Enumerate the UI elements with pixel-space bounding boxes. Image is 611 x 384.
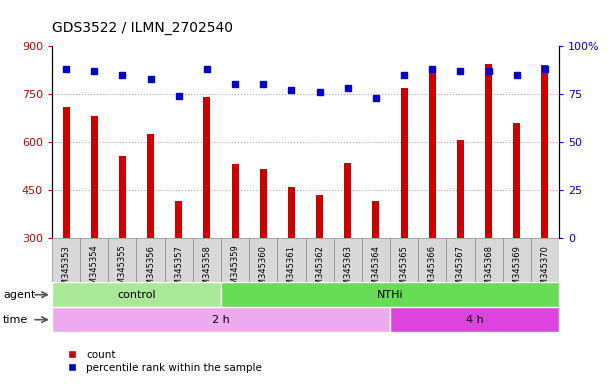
Text: GDS3522 / ILMN_2702540: GDS3522 / ILMN_2702540 [52,21,233,35]
Bar [175,201,182,238]
Text: 4 h: 4 h [466,314,483,325]
Bar [334,238,362,282]
Text: agent: agent [3,290,35,300]
Bar [277,238,306,282]
Text: GSM345354: GSM345354 [90,245,99,295]
Bar [503,238,531,282]
Text: GSM345362: GSM345362 [315,245,324,296]
Text: GSM345368: GSM345368 [484,245,493,296]
Text: GSM345366: GSM345366 [428,245,437,296]
Text: GSM345364: GSM345364 [371,245,381,296]
Text: time: time [3,314,28,325]
Bar [457,141,464,238]
Text: GSM345367: GSM345367 [456,245,465,296]
Bar [531,238,559,282]
Bar [344,163,351,238]
Bar [147,134,154,238]
Bar [513,123,521,238]
Text: GSM345365: GSM345365 [400,245,409,296]
Bar [193,238,221,282]
Bar [136,238,164,282]
Bar [485,64,492,238]
Bar [362,238,390,282]
Bar [52,282,221,307]
Bar [90,116,98,238]
Legend: count, percentile rank within the sample: count, percentile rank within the sample [57,346,266,377]
Bar [418,238,447,282]
Text: GSM345361: GSM345361 [287,245,296,296]
Bar [475,238,503,282]
Bar [80,238,108,282]
Bar [390,238,418,282]
Bar [288,187,295,238]
Text: GSM345369: GSM345369 [512,245,521,296]
Bar [260,169,267,238]
Bar [232,164,238,238]
Bar [373,201,379,238]
Bar [541,65,549,238]
Text: GSM345360: GSM345360 [258,245,268,296]
Text: GSM345356: GSM345356 [146,245,155,296]
Bar [203,97,210,238]
Bar [52,307,390,332]
Bar [390,307,559,332]
Text: GSM345355: GSM345355 [118,245,127,295]
Text: GSM345353: GSM345353 [62,245,70,296]
Bar [164,238,193,282]
Bar [52,238,80,282]
Bar [119,157,126,238]
Bar [429,68,436,238]
Text: GSM345357: GSM345357 [174,245,183,296]
Text: control: control [117,290,156,300]
Bar [62,107,70,238]
Bar [221,282,559,307]
Bar [306,238,334,282]
Text: GSM345359: GSM345359 [230,245,240,295]
Text: NTHi: NTHi [377,290,403,300]
Bar [316,195,323,238]
Bar [221,238,249,282]
Bar [108,238,136,282]
Text: GSM345363: GSM345363 [343,245,353,296]
Bar [401,88,408,238]
Bar [447,238,475,282]
Bar [249,238,277,282]
Text: 2 h: 2 h [212,314,230,325]
Text: GSM345358: GSM345358 [202,245,211,296]
Text: GSM345370: GSM345370 [541,245,549,296]
